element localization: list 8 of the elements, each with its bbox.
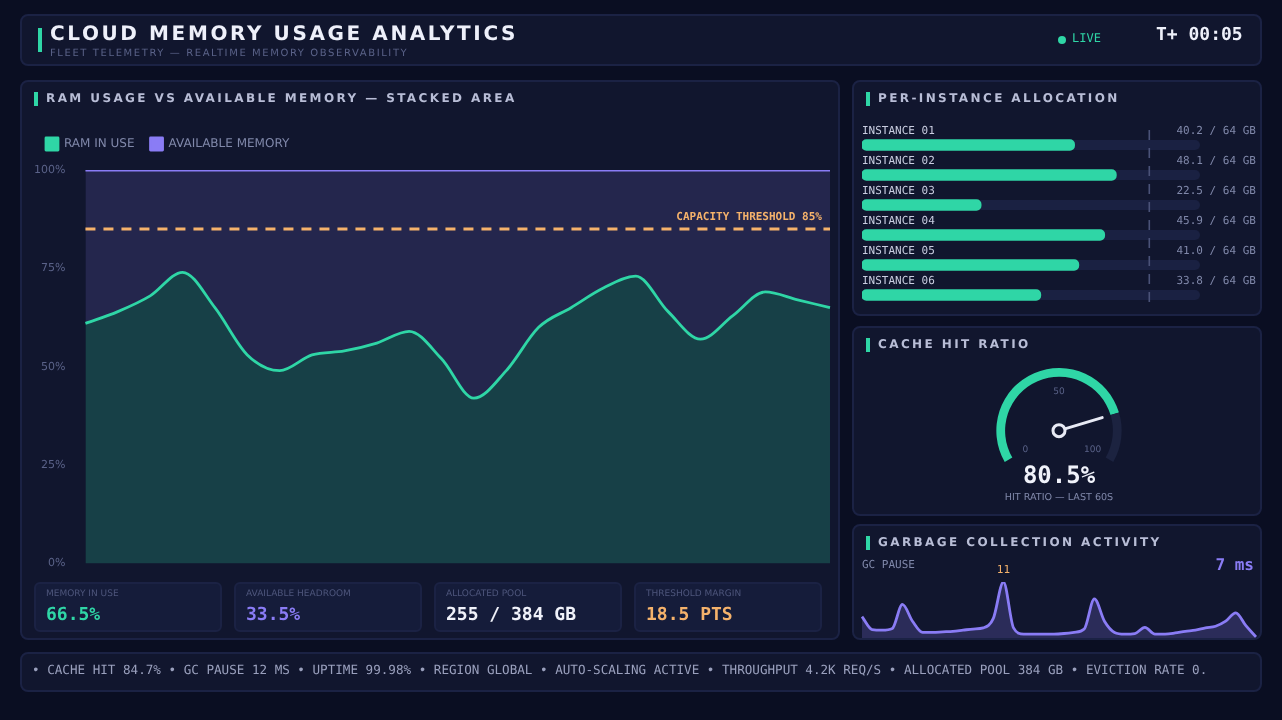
text: 66.5% xyxy=(46,606,101,626)
text: 255 / 384 GB xyxy=(446,606,577,626)
text: 33.5% xyxy=(246,606,301,626)
text: T+ 00:05 xyxy=(1156,26,1243,46)
text: 7 ms xyxy=(1215,556,1255,575)
text: 18.5 PTS xyxy=(646,606,733,626)
text: 80.5% xyxy=(1022,461,1097,490)
text: CLOUD MEMORY USAGE ANALYTICS xyxy=(50,24,519,46)
